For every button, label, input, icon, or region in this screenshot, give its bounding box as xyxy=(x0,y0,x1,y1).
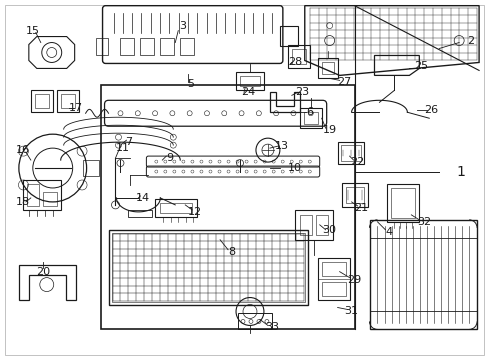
Text: 29: 29 xyxy=(347,275,361,285)
Text: 32: 32 xyxy=(416,217,430,227)
Bar xyxy=(390,188,414,218)
Text: 18: 18 xyxy=(16,197,30,207)
Text: 13: 13 xyxy=(274,141,288,151)
Bar xyxy=(321,282,345,296)
Text: 11: 11 xyxy=(115,143,129,153)
Text: 5: 5 xyxy=(186,79,193,89)
Text: 27: 27 xyxy=(337,77,351,87)
Bar xyxy=(31,90,53,112)
Bar xyxy=(337,142,363,164)
Bar xyxy=(341,183,367,207)
Text: 33: 33 xyxy=(264,323,278,332)
Text: 22: 22 xyxy=(350,157,364,167)
Bar xyxy=(299,108,321,128)
Text: 4: 4 xyxy=(385,227,392,237)
Text: 15: 15 xyxy=(26,26,40,36)
Bar xyxy=(287,45,309,68)
Text: 17: 17 xyxy=(68,103,82,113)
Text: 19: 19 xyxy=(322,125,336,135)
Bar xyxy=(294,210,332,240)
Text: 10: 10 xyxy=(287,163,301,173)
Bar xyxy=(317,258,349,300)
Bar xyxy=(240,76,260,86)
Text: 8: 8 xyxy=(228,247,235,257)
Bar xyxy=(386,184,419,222)
Bar xyxy=(299,215,311,235)
Text: 1: 1 xyxy=(456,165,465,179)
Bar xyxy=(160,37,174,55)
Bar xyxy=(120,37,134,55)
Bar xyxy=(42,192,57,206)
Bar xyxy=(321,62,333,75)
Text: 31: 31 xyxy=(344,306,358,316)
Bar xyxy=(101,85,354,329)
Text: 14: 14 xyxy=(135,193,149,203)
Text: 26: 26 xyxy=(424,105,437,115)
Bar xyxy=(236,72,264,90)
Text: 25: 25 xyxy=(413,62,427,71)
Text: 2: 2 xyxy=(467,36,474,46)
Text: 16: 16 xyxy=(16,145,30,155)
Text: 9: 9 xyxy=(166,153,174,163)
Bar xyxy=(345,187,363,203)
Bar xyxy=(303,112,317,124)
Text: 23: 23 xyxy=(294,87,308,97)
Bar xyxy=(140,37,154,55)
Bar xyxy=(57,90,79,112)
Bar xyxy=(82,160,99,176)
Bar xyxy=(108,230,307,305)
Bar xyxy=(317,58,337,78)
Text: 30: 30 xyxy=(322,225,336,235)
Bar xyxy=(35,94,49,108)
Bar xyxy=(238,314,271,329)
Text: 12: 12 xyxy=(188,207,202,217)
Bar xyxy=(23,180,61,210)
Bar xyxy=(61,94,75,108)
Text: 6: 6 xyxy=(305,107,313,117)
Text: 3: 3 xyxy=(179,21,185,31)
Bar xyxy=(155,199,197,217)
Text: 7: 7 xyxy=(124,137,132,147)
Text: 21: 21 xyxy=(354,203,368,213)
Bar xyxy=(111,233,304,302)
Bar xyxy=(160,203,192,213)
Text: 24: 24 xyxy=(241,87,255,97)
Bar xyxy=(95,37,107,55)
Text: 28: 28 xyxy=(287,58,301,67)
Bar xyxy=(315,215,327,235)
Text: 20: 20 xyxy=(36,267,50,276)
Bar xyxy=(27,184,39,206)
Bar xyxy=(291,49,305,64)
Bar xyxy=(180,37,194,55)
Bar xyxy=(321,262,345,276)
Bar xyxy=(340,145,360,161)
